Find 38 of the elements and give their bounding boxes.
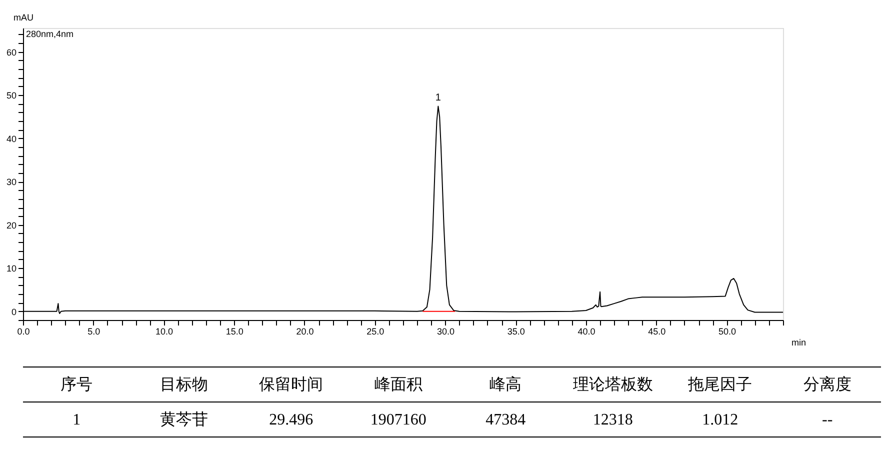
- x-tick-label: 40.0: [578, 326, 596, 336]
- text: 峰高: [490, 376, 522, 394]
- y-tick-label: 30: [6, 177, 16, 188]
- y-tick-label: 40: [6, 134, 16, 144]
- text: 分离度: [803, 376, 852, 394]
- y-tick-label: 10: [6, 264, 16, 274]
- text: 12318: [592, 412, 633, 428]
- x-tick-label: 35.0: [507, 326, 525, 336]
- text: 1: [72, 412, 81, 428]
- y-tick-label: 20: [6, 220, 16, 230]
- text: 1.012: [702, 412, 738, 428]
- annotation: 1: [435, 92, 442, 104]
- x-axis-title: min: [792, 338, 806, 348]
- text: 保留时间: [259, 376, 324, 394]
- y-tick-label: 0: [11, 306, 16, 317]
- text: 序号: [60, 376, 93, 394]
- y-tick-label: 60: [6, 47, 16, 58]
- y-tick-label: 50: [6, 90, 16, 101]
- x-tick-label: 45.0: [648, 326, 666, 336]
- x-tick-label: 10.0: [155, 326, 174, 336]
- y-axis-title: mAU: [14, 12, 34, 22]
- text: 拖尾因子: [687, 376, 752, 394]
- x-tick-label: 5.0: [88, 326, 100, 336]
- x-tick-label: 50.0: [718, 326, 736, 336]
- annotation: 280nm,4nm: [26, 29, 74, 39]
- text: 峰面积: [374, 376, 422, 394]
- text: 理论塔板数: [572, 376, 653, 394]
- text: 黄芩苷: [160, 410, 208, 428]
- x-tick-label: 25.0: [366, 326, 384, 336]
- text: 目标物: [160, 376, 208, 394]
- text: 1907160: [370, 412, 426, 428]
- x-tick-label: 20.0: [296, 326, 314, 336]
- x-tick-label: 30.0: [436, 326, 454, 336]
- text: 47384: [486, 412, 526, 428]
- text: --: [822, 412, 833, 428]
- x-tick-label: 15.0: [226, 326, 244, 336]
- x-tick-label: 0.0: [17, 326, 30, 336]
- text: 29.496: [269, 412, 314, 428]
